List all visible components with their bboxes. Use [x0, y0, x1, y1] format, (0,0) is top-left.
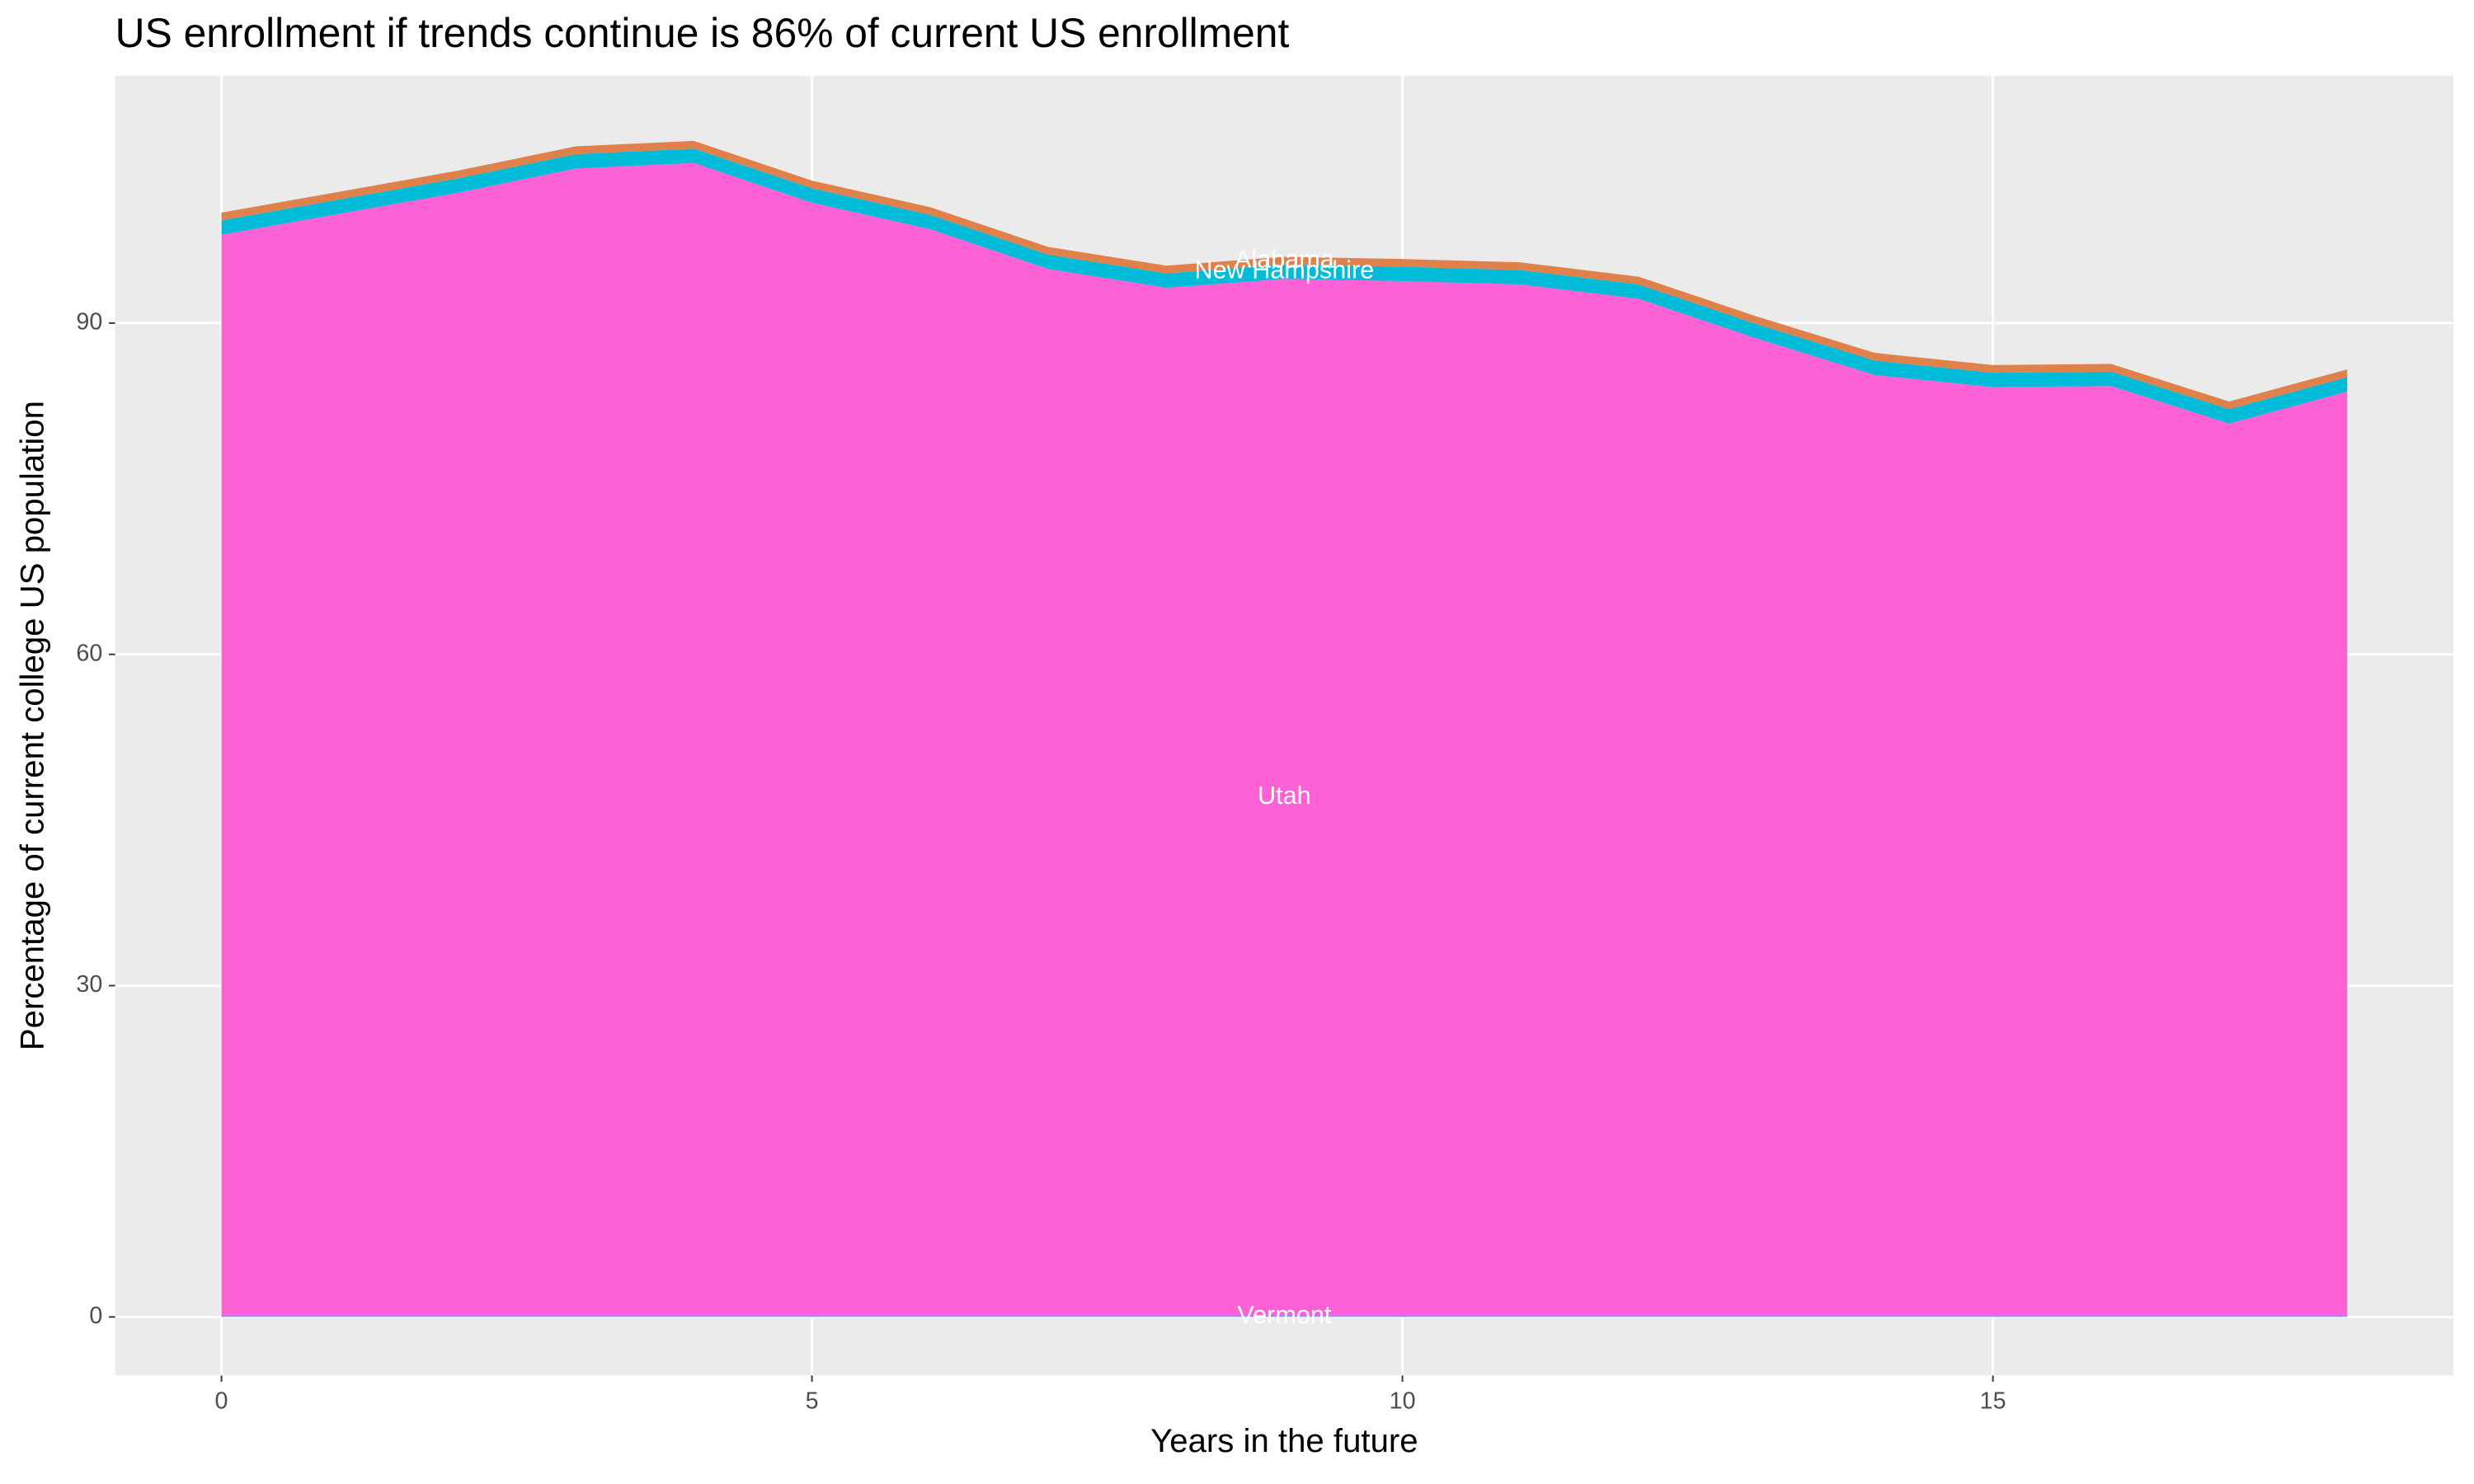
area: [221, 1316, 2348, 1317]
x-tick-label: 5: [806, 1388, 819, 1414]
axes: 0 30 60 90 0 5 10 15: [76, 308, 2006, 1414]
chart-title: US enrollment if trends continue is 86% …: [115, 10, 1290, 56]
area: [221, 148, 2348, 424]
area-label: Alabama: [1235, 245, 1335, 273]
y-axis-title: Percentage of current college US populat…: [14, 401, 51, 1050]
area: [221, 162, 2348, 1317]
areas: [221, 140, 2348, 1317]
area-label: New Hampshire: [1195, 256, 1375, 284]
area-label: Utah: [1258, 782, 1311, 810]
x-axis-title: Years in the future: [1150, 1422, 1418, 1459]
x-tick-label: 0: [215, 1388, 228, 1414]
area: [221, 140, 2348, 410]
y-tick-label: 30: [76, 971, 102, 998]
y-tick-label: 90: [76, 308, 102, 335]
y-tick-label: 60: [76, 640, 102, 666]
area-label: Vermont: [1237, 1301, 1331, 1329]
x-tick-label: 15: [1980, 1388, 2006, 1414]
x-tick-label: 10: [1390, 1388, 1416, 1414]
y-tick-label: 0: [89, 1303, 102, 1329]
